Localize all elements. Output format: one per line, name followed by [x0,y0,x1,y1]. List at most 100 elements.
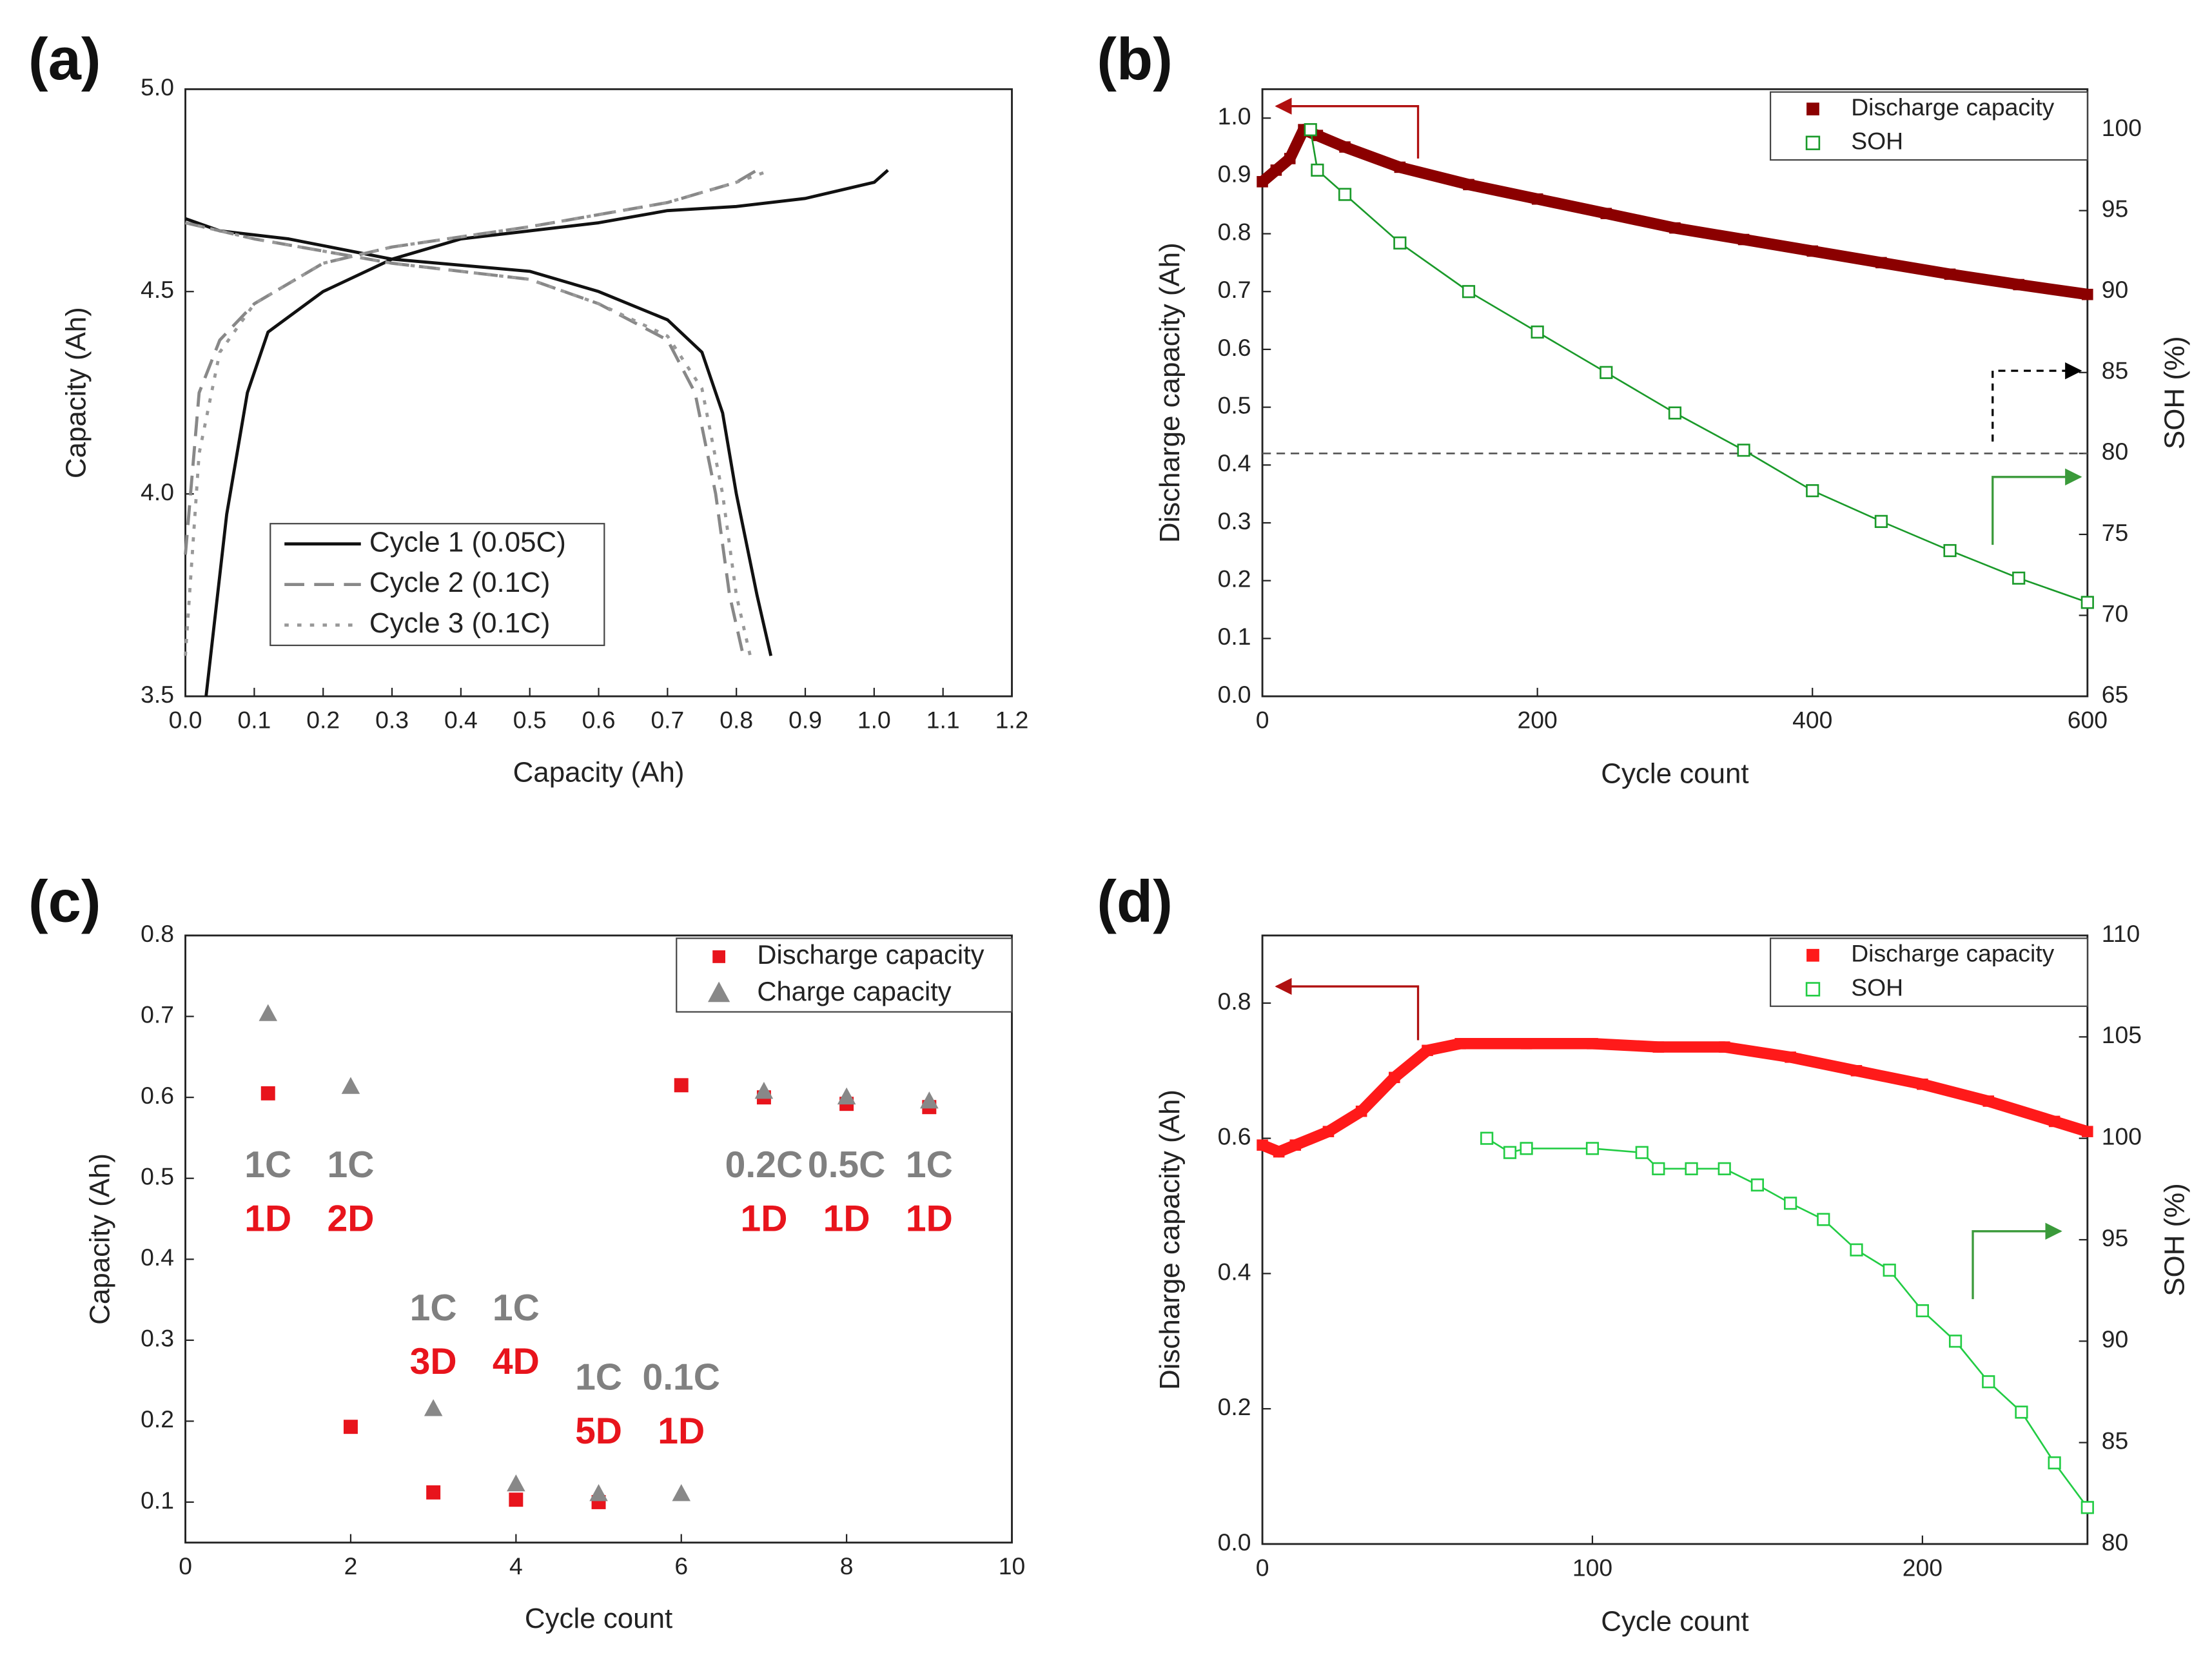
y2-tick-label: 65 [2102,681,2129,708]
data-point [674,1078,689,1093]
series-line [1486,1137,2088,1509]
panel-label: (a) [28,26,101,92]
y-tick-label: 0.2 [141,1405,174,1433]
data-point [1982,1375,1995,1389]
x-tick-label: 400 [1792,706,1832,733]
x-tick-label: 0 [179,1552,192,1580]
y2-tick-label: 80 [2102,1529,2129,1556]
y2-tick-label: 90 [2102,1325,2129,1353]
x-tick-label: 0.2 [306,706,340,733]
legend-symbol [712,950,726,963]
legend-label: Discharge capacity [757,939,984,970]
panel: (c) 0 2 4 6 8 10 0.1 0.2 0.3 0.4 0.5 0.6 0.7 0.8 Cycle … [28,868,1025,1634]
data-point [1750,1178,1765,1192]
data-point [1304,123,1317,137]
annotation-discharge: 1D [906,1198,953,1240]
data-point [2080,596,2094,609]
data-point [1454,1038,1466,1050]
data-point [1463,179,1474,191]
annotation-discharge: 3D [410,1341,457,1382]
data-point [1785,1051,1796,1063]
data-point [589,1484,608,1501]
data-point [1948,1335,1962,1348]
data-point [1917,1078,1928,1090]
data-point [1668,406,1682,420]
y-tick-label: 1.0 [1218,103,1251,130]
annotation-charge: 1C [906,1144,953,1186]
x-tick-label: 100 [1572,1554,1612,1581]
legend-symbol [1805,135,1821,150]
y2-tick-label: 70 [2102,600,2129,627]
y-tick-label: 0.4 [1218,1258,1251,1285]
data-point [2048,1456,2061,1470]
annotation-discharge: 4D [493,1341,540,1382]
data-point [1389,1071,1400,1084]
y-tick-label: 3.5 [141,681,174,708]
x-tick-label: 0.4 [444,706,478,733]
y-tick-label: 0.7 [1218,276,1251,303]
y2-tick-label: 85 [2102,357,2129,384]
data-point [1943,543,1957,558]
legend-label: Cycle 2 (0.1C) [369,567,551,598]
x-axis-label: Cycle count [1601,758,1748,790]
x-tick-label: 0.1 [237,706,271,733]
annotation-charge: 0.2C [725,1144,803,1186]
arrow [1992,362,2082,442]
legend-label: Cycle 3 (0.1C) [369,607,551,639]
panel-label: (d) [1097,868,1173,934]
data-point [260,1086,275,1100]
y-tick-label: 0.0 [1218,681,1251,708]
data-point [259,1004,278,1021]
x-tick-label: 0 [1256,1554,1269,1581]
y2-tick-label: 100 [2102,1123,2142,1150]
annotation-charge: 0.1C [642,1356,720,1398]
y-tick-label: 0.3 [1218,507,1251,534]
data-point [1718,1162,1731,1175]
data-point [1338,188,1352,201]
plot-frame [1261,934,2089,1545]
annotation-charge: 0.5C [808,1144,886,1186]
data-point [1257,176,1268,188]
data-point [1322,1126,1335,1137]
y-tick-label: 0.6 [1218,334,1251,361]
y-tick-label: 0.2 [1218,1393,1251,1420]
y2-axis-label: SOH (%) [2159,1183,2191,1296]
data-point [1652,1162,1665,1175]
y-tick-label: 4.5 [141,276,174,303]
data-point [1875,257,1887,269]
x-axis-label: Capacity (Ah) [513,756,685,788]
data-point [1339,141,1351,153]
y-tick-label: 0.5 [1218,391,1251,418]
y2-tick-label: 80 [2102,438,2129,465]
y-tick-label: 0.1 [141,1487,174,1514]
y-tick-label: 0.3 [141,1325,174,1352]
data-point [1600,366,1613,379]
y-tick-label: 0.6 [141,1082,174,1109]
legend-box [676,937,1013,1013]
data-point [754,1081,774,1099]
data-point [1883,1264,1896,1277]
x-tick-label: 200 [1518,706,1558,733]
data-point [1393,236,1407,249]
y-tick-label: 0.6 [1218,1123,1251,1150]
y-tick-label: 0.8 [1218,988,1251,1015]
y-tick-label: 0.7 [141,1001,174,1028]
panel-label: (c) [28,868,101,934]
y-axis-label: Discharge capacity (Ah) [1154,1090,1186,1390]
x-tick-label: 2 [344,1552,358,1580]
data-point [1422,1044,1433,1057]
x-axis-label: Cycle count [1601,1605,1748,1637]
y-tick-label: 0.8 [1218,218,1251,245]
panel: (a) 0.0 0.1 0.2 0.3 0.4 0.5 0.6 0.7 0.8 0.9 1.0 1.1 1… [28,26,1029,788]
data-point [424,1399,443,1416]
y-axis-label: Capacity (Ah) [84,1153,116,1325]
data-point [1257,1139,1268,1151]
data-point [426,1485,441,1500]
data-point [1817,1213,1830,1226]
y2-tick-label: 95 [2102,195,2129,222]
data-point [1669,222,1681,234]
y-axis-label: Capacity (Ah) [60,307,92,478]
x-tick-label: 1.1 [926,706,960,733]
x-tick-label: 0.6 [582,706,616,733]
legend: Discharge capacity SOH [1770,91,2088,161]
